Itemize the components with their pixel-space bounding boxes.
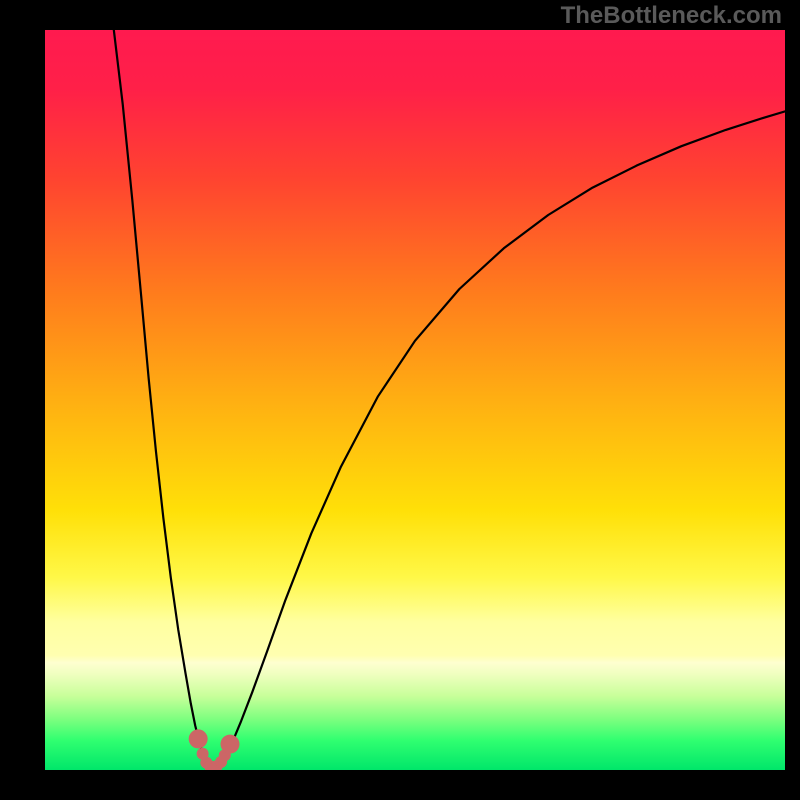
marker-point	[221, 735, 240, 754]
marker-point	[189, 729, 208, 748]
bottleneck-chart	[45, 30, 785, 770]
watermark-text: TheBottleneck.com	[561, 2, 782, 30]
gradient-background	[45, 30, 785, 770]
